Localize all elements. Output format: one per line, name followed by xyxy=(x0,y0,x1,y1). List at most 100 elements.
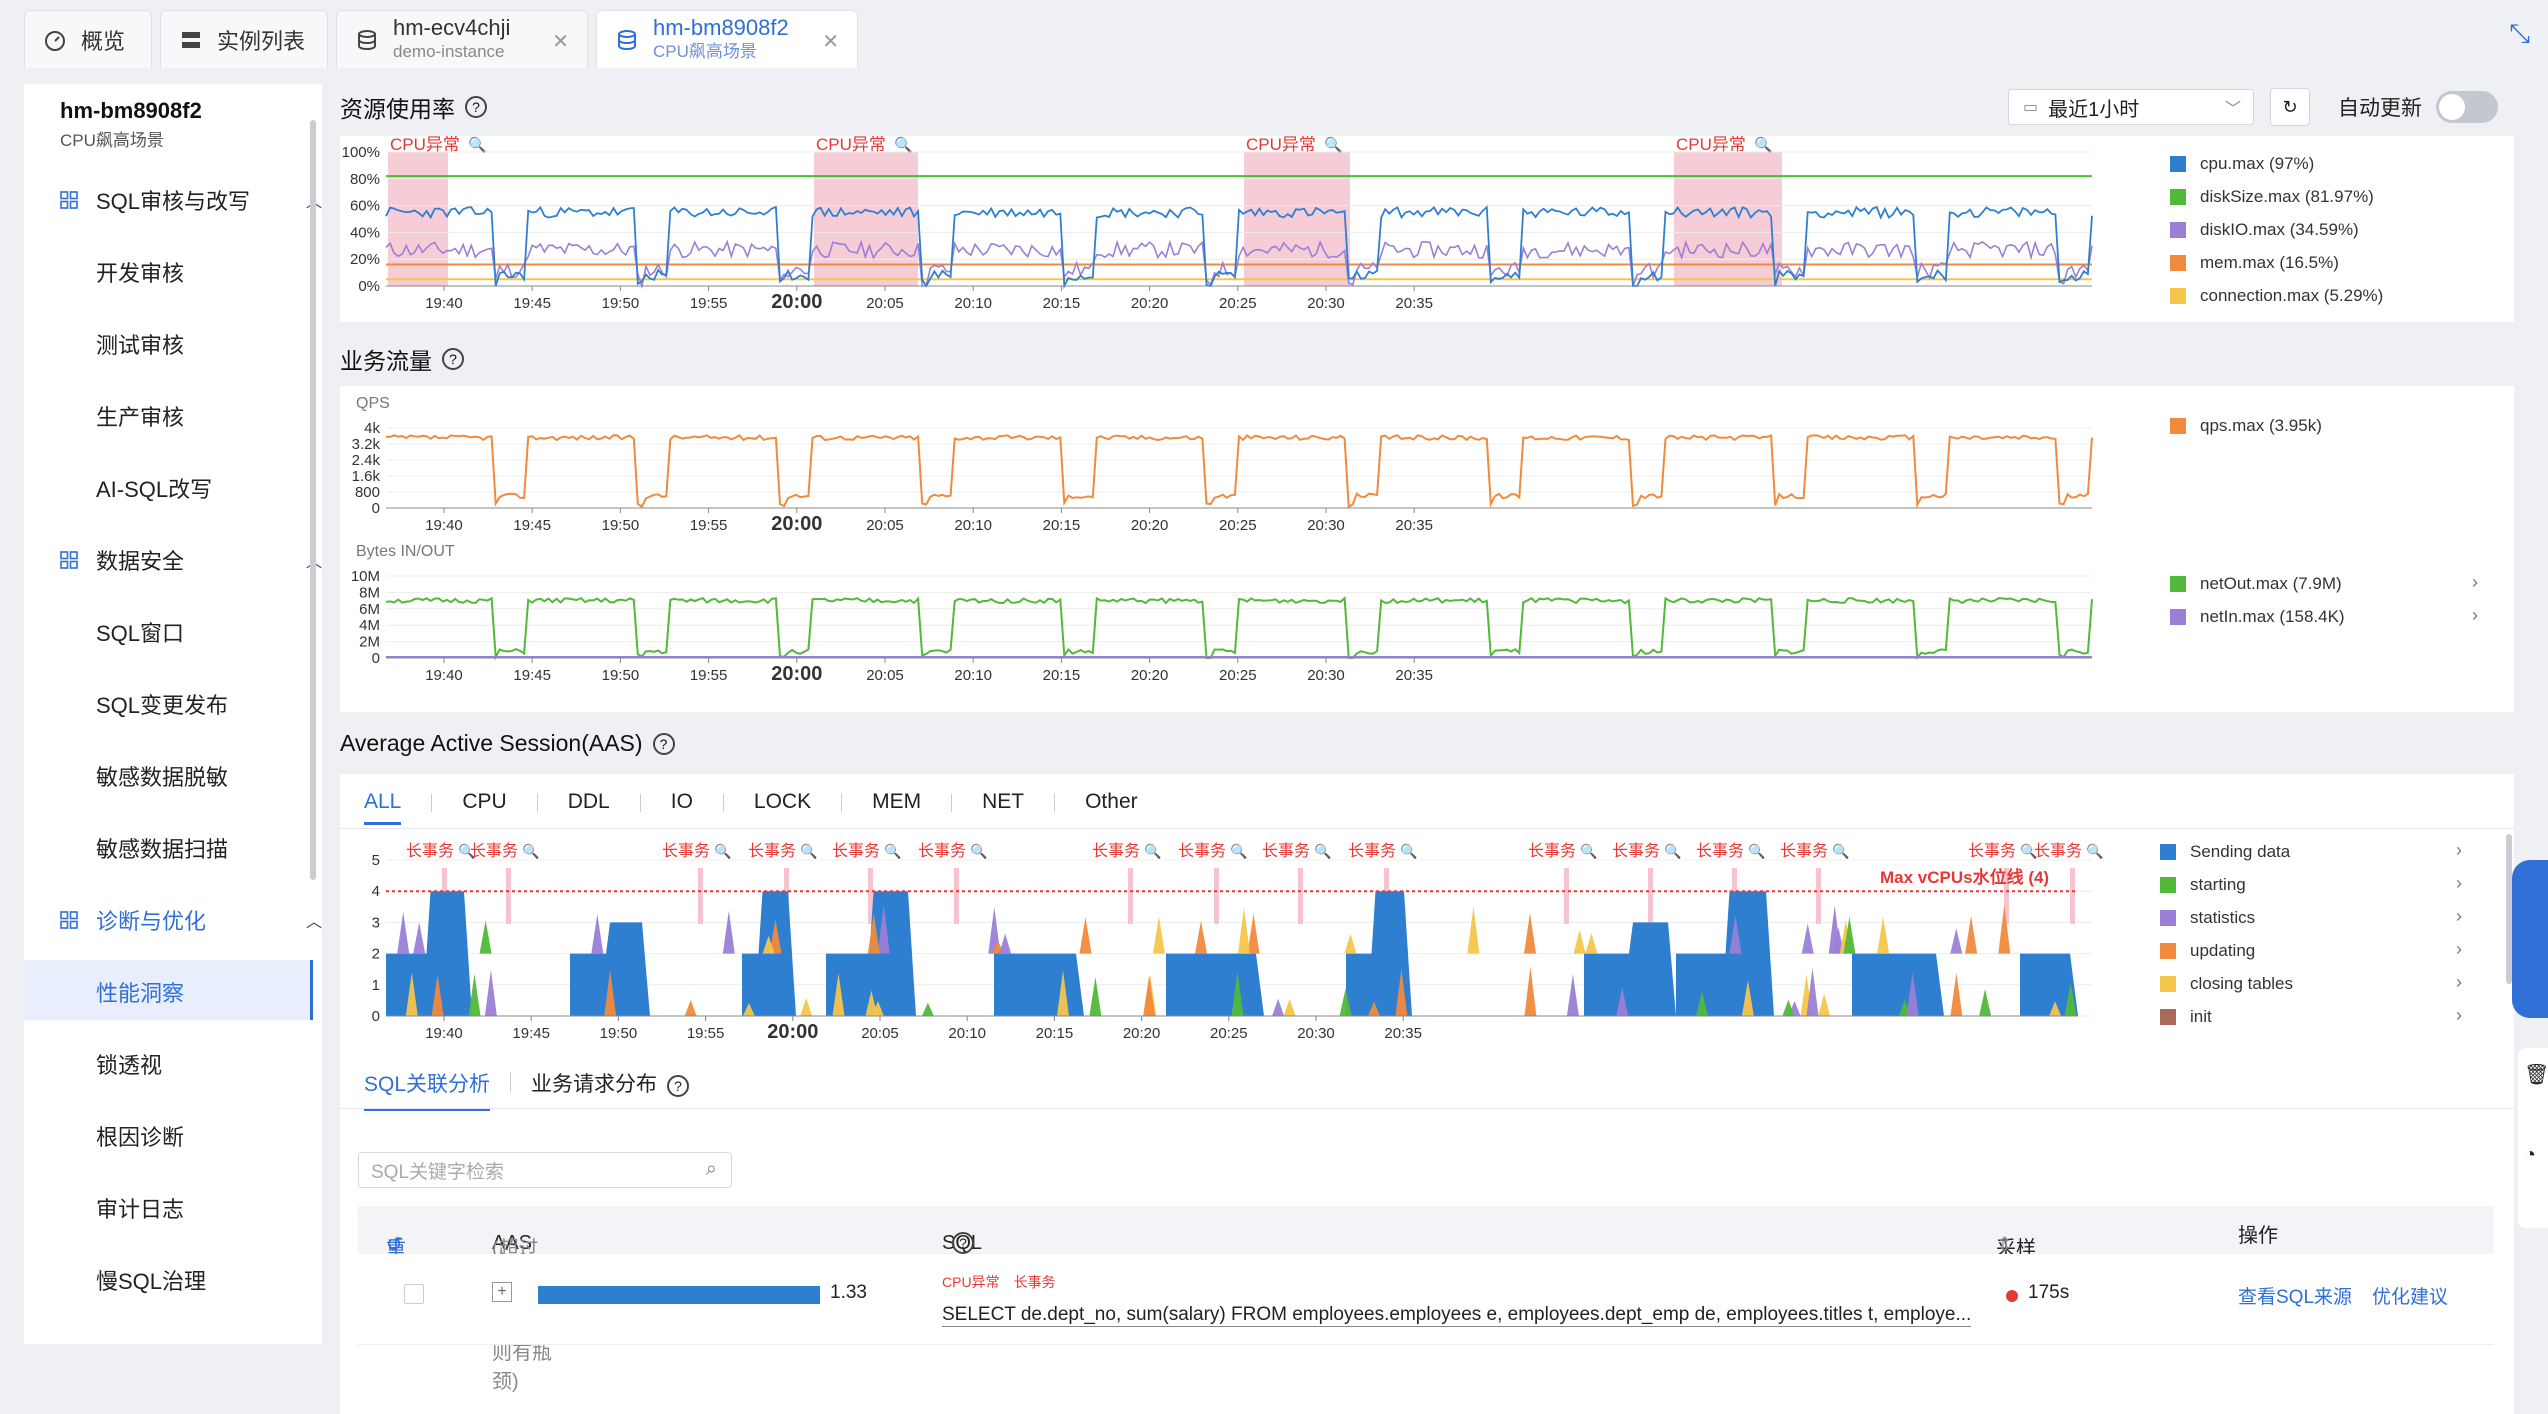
nav-item[interactable]: 生产审核 xyxy=(96,405,185,430)
x-tick-label: 19:50 xyxy=(602,517,640,534)
nav-group-diagnosis[interactable]: 诊断与优化 ︿ xyxy=(60,904,322,936)
legend-item[interactable]: diskSize.max (81.97%) xyxy=(2170,187,2374,207)
legend-item[interactable]: diskIO.max (34.59%) xyxy=(2170,220,2359,240)
table-header: ↺ 重置 AAS负载 (超过Max vCPUs水位线则有瓶颈) SQL指纹? 采… xyxy=(358,1206,2494,1393)
chevron-right-icon[interactable]: › xyxy=(2456,906,2462,926)
sql-search-input[interactable]: SQL关键字检索 ⌕ xyxy=(358,1152,732,1188)
close-icon[interactable]: ✕ xyxy=(552,31,569,53)
help-icon[interactable]: ? xyxy=(667,1075,690,1097)
tab-instance-1[interactable]: hm-ecv4chji demo-instance ✕ xyxy=(336,10,588,68)
nav-group-sql-audit[interactable]: SQL审核与改写 ︿ xyxy=(60,184,322,216)
nav-item[interactable]: 根因诊断 xyxy=(96,1125,185,1150)
chevron-right-icon[interactable]: › xyxy=(2456,972,2462,992)
chevron-right-icon[interactable]: › xyxy=(2472,605,2478,625)
nav-item[interactable]: 测试审核 xyxy=(96,333,185,358)
close-icon[interactable]: ✕ xyxy=(822,31,839,53)
y-tick-label: 40% xyxy=(350,224,380,241)
search-placeholder: SQL关键字检索 xyxy=(371,1161,505,1183)
chevron-right-icon[interactable]: › xyxy=(2456,873,2462,893)
tab-instance-list[interactable]: 实例列表 xyxy=(160,10,328,68)
aas-spike xyxy=(1152,916,1165,954)
tab-instance-2[interactable]: hm-bm8908f2 CPU飙高场景 ✕ xyxy=(596,10,858,68)
help-icon[interactable]: ? xyxy=(952,1232,974,1254)
nav-item[interactable]: SQL窗口 xyxy=(96,621,185,646)
chevron-up-icon: ︿ xyxy=(305,914,322,931)
anomaly-band xyxy=(388,152,448,286)
legend-item[interactable]: connection.max (5.29%) xyxy=(2170,286,2383,306)
nav-item[interactable]: 慢SQL治理 xyxy=(96,1269,207,1294)
optimize-suggest-link[interactable]: 优化建议 xyxy=(2372,1287,2449,1308)
nav-item[interactable]: 审计日志 xyxy=(96,1197,185,1222)
legend-item[interactable]: Sending data xyxy=(2160,842,2290,862)
view-sql-source-link[interactable]: 查看SQL来源 xyxy=(2238,1287,2353,1308)
legend-item[interactable]: updating xyxy=(2160,941,2255,961)
tab-divider xyxy=(951,794,953,812)
nav-item[interactable]: SQL变更发布 xyxy=(96,693,229,718)
legend-item[interactable]: closing tables xyxy=(2160,974,2293,994)
chevron-right-icon[interactable]: › xyxy=(2472,572,2478,592)
tab-divider xyxy=(510,1072,512,1092)
y-tick-label: 20% xyxy=(350,251,380,268)
legend-item[interactable]: init xyxy=(2160,1007,2212,1027)
nav-item[interactable]: 敏感数据脱敏 xyxy=(96,765,229,790)
legend-swatch xyxy=(2160,1009,2176,1025)
aas-tab-mem[interactable]: MEM xyxy=(872,790,922,813)
x-tick-label: 20:15 xyxy=(1043,517,1081,534)
nav-item[interactable]: 开发审核 xyxy=(96,261,185,286)
legend-item[interactable]: starting xyxy=(2160,875,2246,895)
aas-tab-lock[interactable]: LOCK xyxy=(753,790,812,813)
help-icon[interactable]: ? xyxy=(465,96,487,118)
aas-tab-io[interactable]: IO xyxy=(670,790,693,813)
nav-group-data-security[interactable]: 数据安全 ︿ xyxy=(60,544,322,576)
auto-refresh-toggle[interactable] xyxy=(2436,91,2498,123)
legend-label: init xyxy=(2190,1007,2212,1026)
nav-item[interactable]: 锁透视 xyxy=(96,1053,163,1078)
x-tick-label: 19:40 xyxy=(425,517,463,534)
calendar-icon: ▭ xyxy=(2023,99,2039,116)
aas-tab-ddl[interactable]: DDL xyxy=(567,790,610,813)
sidebar-scrollbar[interactable] xyxy=(310,120,316,880)
nav-item[interactable]: 敏感数据扫描 xyxy=(96,837,229,862)
search-icon: 🔍 xyxy=(2020,842,2037,860)
legend-item[interactable]: cpu.max (97%) xyxy=(2170,154,2314,174)
aas-spike xyxy=(1965,915,1978,954)
x-tick-label: 19:55 xyxy=(687,1025,725,1042)
tab-sql-analysis[interactable]: SQL关联分析 xyxy=(364,1068,491,1111)
bottom-tabs-divider xyxy=(340,1108,2514,1109)
aas-tab-all[interactable]: ALL xyxy=(364,790,402,825)
legend-item[interactable]: netOut.max (7.9M) xyxy=(2170,574,2342,594)
legend-item[interactable]: qps.max (3.95k) xyxy=(2170,416,2322,436)
expand-icon[interactable]: + xyxy=(492,1282,512,1302)
nav-item-active[interactable]: 性能洞察 xyxy=(96,981,185,1006)
chevron-right-icon[interactable]: › xyxy=(2456,1005,2462,1025)
aas-spike xyxy=(1696,991,1708,1016)
aas-spike xyxy=(2064,983,2077,1016)
y-tick-label: 8M xyxy=(359,584,380,601)
legend-item[interactable]: statistics xyxy=(2160,908,2255,928)
legend-item[interactable]: mem.max (16.5%) xyxy=(2170,253,2339,273)
aas-scrollbar[interactable] xyxy=(2506,834,2512,984)
x-tick-label: 19:40 xyxy=(425,667,463,684)
aas-tab-cpu[interactable]: CPU xyxy=(462,790,507,813)
tab-overview[interactable]: 概览 xyxy=(24,10,152,68)
gift-icon[interactable]: 🗑 xyxy=(2524,1064,2548,1086)
chat-icon[interactable]: ◔ xyxy=(2524,1144,2537,1166)
aas-tab-net[interactable]: NET xyxy=(982,790,1025,813)
table-row[interactable]: + 1.33 CPU异常 长事务 SELECT de.dept_no, sum(s… xyxy=(358,1254,2494,1345)
time-range-select[interactable]: ▭ 最近1小时 ﹀ xyxy=(2008,89,2254,125)
chevron-right-icon[interactable]: › xyxy=(2456,840,2462,860)
legend-item[interactable]: netIn.max (158.4K) xyxy=(2170,607,2345,627)
legend-label: diskIO.max (34.59%) xyxy=(2200,220,2359,239)
refresh-button[interactable]: ↻ xyxy=(2270,88,2310,126)
collapse-icon[interactable]: ⤡ xyxy=(2509,18,2530,48)
row-checkbox[interactable] xyxy=(404,1284,424,1304)
help-icon[interactable]: ? xyxy=(442,348,464,370)
aas-tab-other[interactable]: Other xyxy=(1085,790,1138,813)
sql-fingerprint[interactable]: SELECT de.dept_no, sum(salary) FROM empl… xyxy=(942,1304,1972,1327)
tab-business-dist[interactable]: 业务请求分布? xyxy=(531,1068,690,1111)
chevron-right-icon[interactable]: › xyxy=(2456,939,2462,959)
ai-assistant-widget[interactable] xyxy=(2512,860,2548,1018)
help-icon[interactable]: ? xyxy=(652,732,675,755)
nav-item[interactable]: AI-SQL改写 xyxy=(96,477,213,502)
aas-area xyxy=(994,953,1084,1016)
